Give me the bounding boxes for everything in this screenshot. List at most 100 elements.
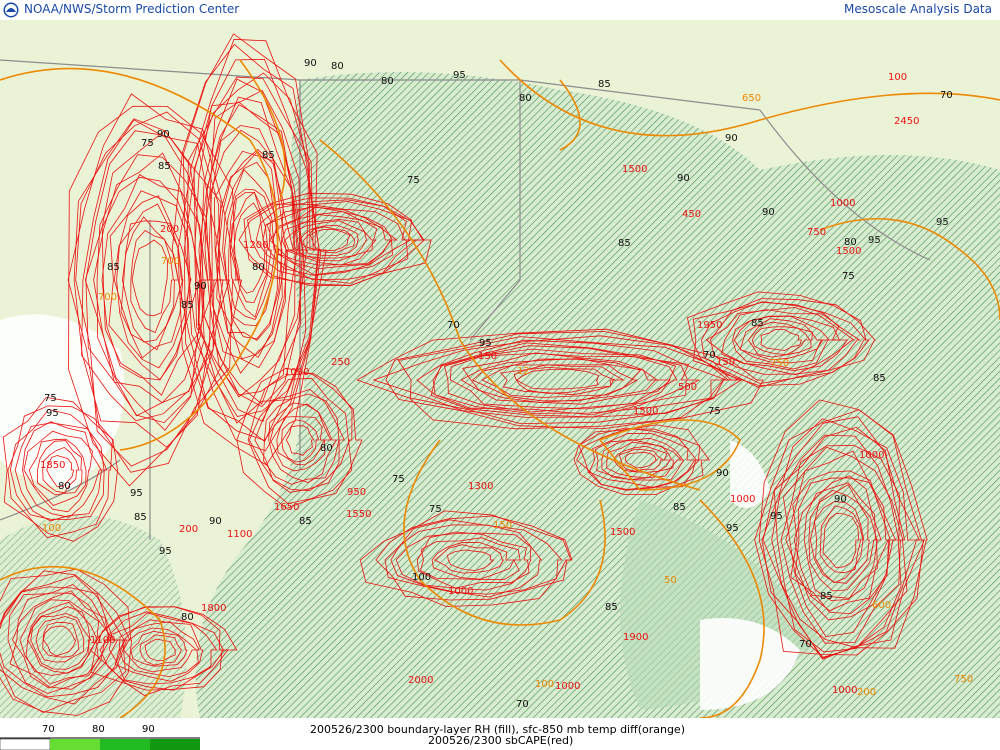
- cape-contour: [281, 214, 378, 266]
- temp-diff-contour: [0, 565, 166, 718]
- rh-contour-label: 85: [751, 318, 764, 329]
- temp-diff-contour-label: 750: [770, 358, 789, 369]
- cape-contour-label: 1000: [284, 367, 309, 378]
- cape-contour: [131, 239, 169, 317]
- cape-contour: [114, 619, 204, 682]
- cape-contour: [229, 191, 269, 304]
- cape-contour: [23, 430, 93, 513]
- cape-contour: [42, 446, 80, 494]
- cape-contour: [822, 513, 860, 569]
- rh-contour-label: 90: [304, 58, 317, 69]
- cape-contour-label: 1500: [610, 527, 635, 538]
- cape-contour: [233, 202, 266, 294]
- rh-contour-label: 75: [141, 138, 154, 149]
- cape-contour: [375, 515, 573, 601]
- temp-diff-contour-label: 750: [954, 674, 973, 685]
- rh-contour-label: 85: [262, 150, 275, 161]
- cape-contour: [612, 445, 671, 473]
- cape-contour: [255, 199, 417, 280]
- cape-contour: [701, 301, 867, 384]
- cape-contour: [785, 450, 897, 621]
- cape-contour: [89, 606, 229, 696]
- cape-contour: [594, 437, 685, 481]
- temp-diff-contour-label: 150: [493, 520, 512, 531]
- legend-swatch-3: [150, 739, 200, 750]
- rh-contour-label: 90: [677, 173, 690, 184]
- cape-contour: [761, 418, 925, 660]
- cape-contour: [814, 501, 865, 584]
- cape-contour-label: 2000: [408, 675, 433, 686]
- rh-contour-label: 95: [770, 511, 783, 522]
- cape-contour: [22, 421, 103, 518]
- rh-low-white-region-2: [700, 618, 800, 710]
- temp-diff-contour: [319, 139, 701, 491]
- cape-contour: [67, 93, 240, 473]
- cape-contour: [182, 33, 322, 452]
- cape-contour: [236, 367, 363, 509]
- cape-contour: [201, 101, 308, 405]
- cape-contour: [285, 425, 315, 456]
- product-title: Mesoscale Analysis Data: [844, 2, 992, 16]
- rh-hatched-region-2: [0, 515, 187, 718]
- cape-contour: [284, 218, 373, 262]
- rh-contour-label: 70: [703, 350, 716, 361]
- cape-contour-label: 150: [716, 357, 735, 368]
- cape-contour: [9, 592, 115, 690]
- cape-contour-label: 200: [179, 524, 198, 535]
- cape-contour: [198, 96, 298, 396]
- cape-contour: [247, 201, 424, 284]
- temp-diff-contour: [499, 59, 1000, 137]
- rh-contour-label: 85: [158, 161, 171, 172]
- cape-contour: [28, 438, 87, 506]
- cape-contour: [573, 424, 711, 495]
- cape-contour: [576, 428, 701, 491]
- cape-contour: [68, 105, 242, 487]
- cape-contour: [809, 489, 870, 584]
- cape-contour: [108, 190, 191, 381]
- cape-contour-label: 1000: [832, 685, 857, 696]
- cape-contour: [395, 532, 532, 591]
- cape-contour: [227, 188, 276, 320]
- temp-diff-contours: [0, 59, 1000, 718]
- legend-swatch-2: [100, 739, 150, 750]
- cape-contour: [73, 118, 230, 448]
- cape-contour: [432, 345, 690, 416]
- cape-contour: [760, 329, 802, 351]
- rh-contour-label: 95: [868, 235, 881, 246]
- cape-contour: [42, 625, 77, 657]
- rh-low-white-region-3: [730, 440, 770, 508]
- cape-contour: [416, 339, 727, 414]
- cape-contour: [773, 426, 908, 653]
- cape-contour-label: 1100: [90, 635, 115, 646]
- cape-contour: [606, 441, 674, 479]
- cape-contour: [269, 206, 398, 270]
- cape-contour: [268, 402, 337, 483]
- rh-contour-label: 95: [159, 546, 172, 557]
- cape-contour: [7, 405, 113, 539]
- cape-contour: [281, 419, 320, 463]
- cape-contour: [269, 403, 332, 472]
- cape-contour-label: 250: [331, 357, 350, 368]
- cape-contour: [0, 570, 131, 714]
- cape-contour: [416, 531, 530, 589]
- cape-contour: [121, 216, 179, 343]
- cape-contour-label: 1100: [227, 529, 252, 540]
- rh-contour-label: 75: [44, 393, 57, 404]
- cape-contour: [42, 621, 80, 658]
- temp-diff-contour-label: 100: [42, 523, 61, 534]
- rh-contour-label: 90: [725, 133, 738, 144]
- cape-contour: [90, 606, 238, 691]
- cape-contour: [46, 455, 75, 487]
- cape-contour: [85, 130, 213, 424]
- cape-contour: [2, 396, 119, 542]
- rh-contour-label: 95: [453, 70, 466, 81]
- cape-contour: [254, 388, 345, 493]
- cape-contour: [25, 601, 99, 676]
- legend-tick-90: 90: [142, 724, 155, 735]
- cape-contour: [81, 119, 227, 422]
- cape-contour: [808, 484, 878, 592]
- legend-swatch-0: [0, 738, 51, 750]
- rh-contour-label: 85: [820, 591, 833, 602]
- cape-contour: [384, 519, 563, 595]
